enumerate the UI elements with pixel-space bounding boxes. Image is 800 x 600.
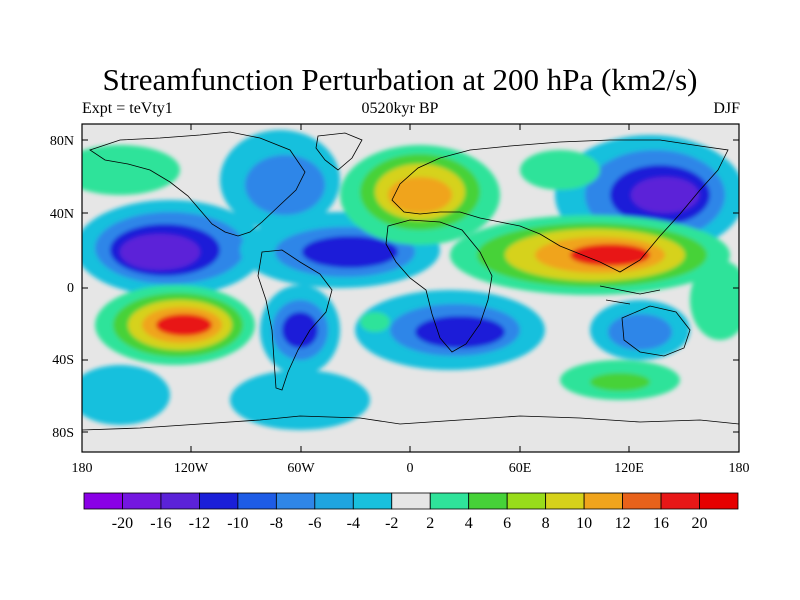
colorbar-swatch (506, 492, 547, 510)
coastlines (82, 131, 739, 431)
colorbar-label: -16 (150, 515, 171, 532)
lat-label: 0 (67, 281, 74, 296)
colorbar-label: -8 (270, 515, 283, 532)
colorbar-swatch (199, 492, 239, 510)
lon-label: 180 (729, 461, 750, 476)
colorbar-swatch (314, 492, 354, 510)
colorbar-label: 2 (426, 515, 434, 532)
contour-patch (360, 312, 390, 332)
lat-label: 40S (52, 353, 74, 368)
coastline-antarctica (82, 415, 739, 431)
colorbar-swatch (429, 492, 470, 510)
colorbar-legend: -20 -16 -12 -10 -8 -6 -4 -2 2 4 6 8 10 12 16 20 (83, 492, 739, 532)
contour-patch (120, 234, 200, 270)
season-label: DJF (713, 100, 740, 117)
contour-patch (302, 236, 398, 268)
colorbar-label: -12 (189, 515, 210, 532)
lat-label: 40N (50, 207, 74, 222)
lon-label: 0 (407, 461, 414, 476)
colorbar-label: 8 (542, 515, 550, 532)
contour-patch (82, 365, 170, 425)
contour-patch (520, 150, 600, 190)
colorbar-swatch (699, 492, 739, 510)
colorbar-swatch (391, 492, 431, 510)
axis-ticks (81, 124, 740, 452)
colorbar-label: -2 (385, 515, 398, 532)
contour-patch (570, 244, 650, 266)
colorbar-label: 16 (653, 515, 669, 532)
lat-label: 80S (52, 426, 74, 441)
colorbar-label: 6 (503, 515, 511, 532)
lon-label: 60W (287, 461, 315, 476)
colorbar-swatch (660, 492, 700, 510)
colorbar-swatch (352, 492, 393, 510)
colorbar-label: 12 (615, 515, 631, 532)
plot-title: Streamfunction Perturbation at 200 hPa (… (102, 62, 698, 97)
colorbar-label: 10 (576, 515, 592, 532)
coastline-australia (621, 305, 691, 357)
contour-patch (388, 177, 452, 213)
colorbar-swatch (122, 492, 162, 510)
colorbar-label: -10 (227, 515, 248, 532)
contour-patch (282, 312, 318, 348)
coastline-islands (599, 285, 661, 305)
contour-field (82, 124, 739, 452)
longitude-labels: 180 120W 60W 0 60E 120E 180 (72, 461, 750, 476)
coastline-greenland (315, 132, 363, 171)
colorbar-swatch (545, 492, 585, 510)
coastline-south-america (257, 249, 333, 391)
period-label: 0520kyr BP (361, 100, 439, 117)
colorbar-label: 20 (692, 515, 708, 532)
lon-label: 120W (174, 461, 209, 476)
contour-patch (82, 145, 180, 195)
contour-patch (631, 177, 699, 213)
coastline-north-america (89, 131, 306, 237)
contour-patch (245, 155, 325, 215)
contour-patch (230, 370, 370, 430)
coastline-africa (385, 219, 493, 353)
experiment-label: Expt = teVty1 (82, 100, 173, 117)
contour-patch (156, 314, 212, 336)
colorbar-label: 4 (465, 515, 473, 532)
colorbar-label: -20 (112, 515, 133, 532)
colorbar-swatch (160, 492, 200, 510)
colorbar-swatch (275, 492, 316, 510)
colorbar-label: -6 (308, 515, 321, 532)
contour-patch (415, 316, 505, 348)
contour-patch (608, 314, 672, 350)
colorbar-swatch (468, 492, 508, 510)
lon-label: 60E (509, 461, 532, 476)
colorbar-swatch (83, 492, 123, 510)
contour-patch (590, 373, 650, 391)
colorbar-swatch (622, 492, 662, 510)
colorbar-swatch (583, 492, 623, 510)
colorbar-swatch (237, 492, 277, 510)
lat-label: 80N (50, 134, 74, 149)
colorbar-label: -4 (347, 515, 360, 532)
contour-patch (690, 260, 739, 340)
lon-label: 120E (614, 461, 644, 476)
latitude-labels: 80N 40N 0 40S 80S (50, 134, 74, 441)
lon-label: 180 (72, 461, 93, 476)
coastline-eurasia (391, 139, 729, 273)
